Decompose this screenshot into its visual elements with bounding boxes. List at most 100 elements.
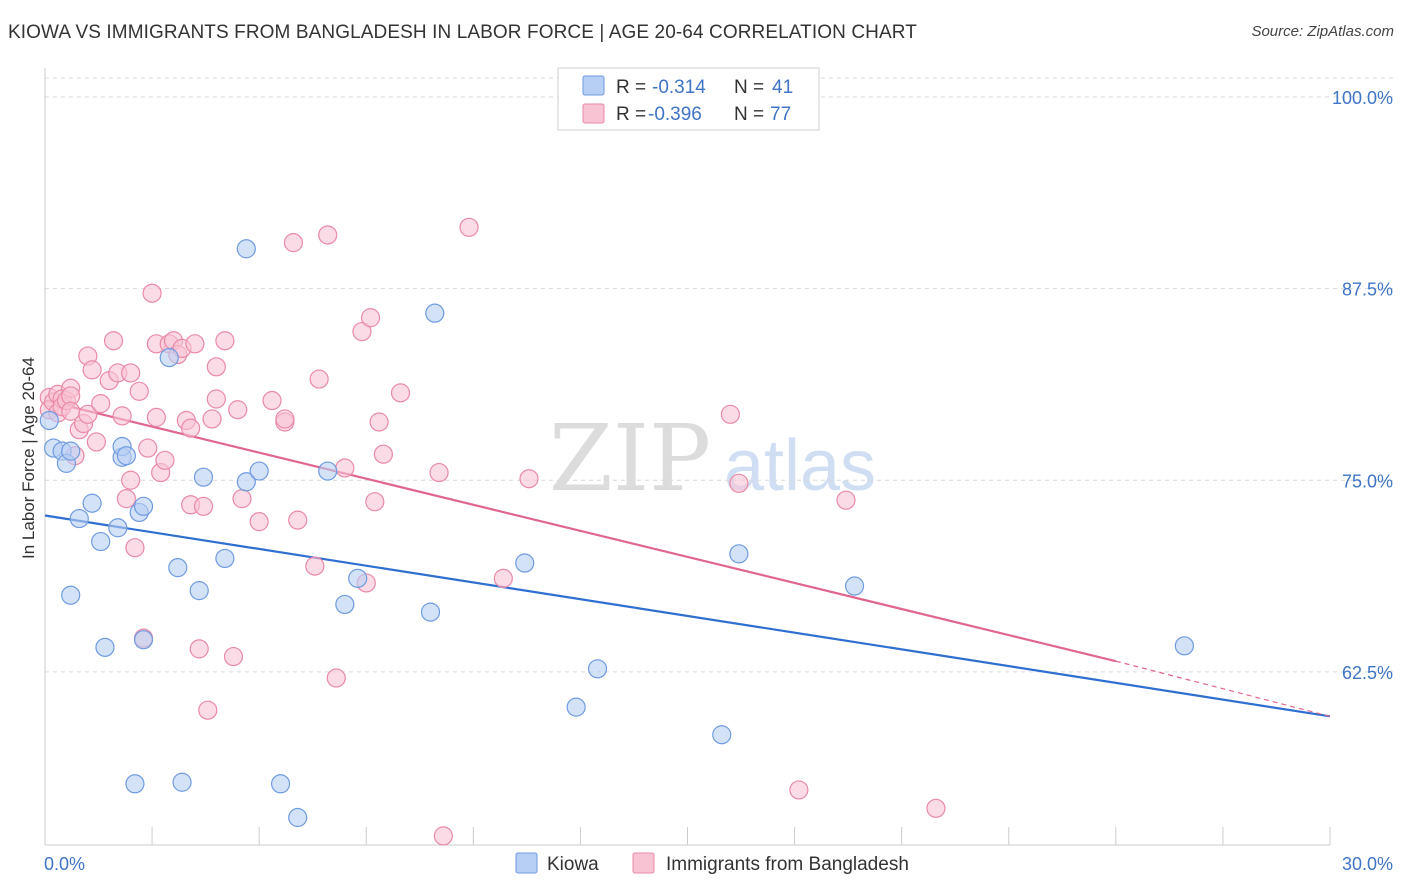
bangladesh-point xyxy=(836,490,856,510)
bangladesh-point xyxy=(121,363,141,383)
bangladesh-point xyxy=(232,489,252,509)
bangladesh-point xyxy=(720,404,740,424)
bangladesh-point xyxy=(369,412,389,432)
kiowa-point xyxy=(1174,636,1194,656)
bangladesh-point xyxy=(223,646,244,667)
kiowa-point xyxy=(159,348,179,368)
bangladesh-point xyxy=(335,458,355,478)
bangladesh-point xyxy=(112,406,132,426)
bangladesh-point xyxy=(318,225,338,245)
bottom-legend-kiowa: Kiowa xyxy=(547,854,599,875)
bottom-legend-swatch-bangladesh xyxy=(632,852,655,874)
kiowa-point xyxy=(61,585,81,605)
bangladesh-point xyxy=(262,390,282,411)
chart-source: Source: ZipAtlas.com xyxy=(1251,23,1394,40)
x-tick-label: 0.0% xyxy=(44,854,85,874)
bangladesh-point xyxy=(202,409,222,429)
kiowa-point xyxy=(189,581,209,601)
legend-r-value-2: -0.396 xyxy=(648,104,702,125)
bangladesh-point xyxy=(789,780,809,800)
gridlines xyxy=(45,77,1393,673)
kiowa-point xyxy=(712,725,732,745)
bangladesh-point xyxy=(198,700,218,720)
bottom-legend: Kiowa Immigrants from Bangladesh xyxy=(515,852,909,875)
bangladesh-point xyxy=(206,389,226,409)
legend-swatch-kiowa xyxy=(582,75,605,96)
legend-swatch-bangladesh xyxy=(582,103,605,124)
kiowa-point xyxy=(108,518,128,538)
kiowa-point xyxy=(318,461,338,481)
bottom-legend-bangladesh: Immigrants from Bangladesh xyxy=(666,854,909,875)
bangladesh-point xyxy=(155,450,175,470)
kiowa-point xyxy=(348,568,368,588)
y-axis-label: In Labor Force | Age 20-64 xyxy=(19,357,38,559)
legend-n-value-1: 41 xyxy=(772,77,793,98)
kiowa-point xyxy=(844,576,865,596)
kiowa-point xyxy=(69,508,89,529)
y-tick-label: 100.0% xyxy=(1332,88,1393,108)
kiowa-point xyxy=(215,548,235,569)
kiowa-point xyxy=(125,774,145,794)
bangladesh-point xyxy=(82,360,102,380)
legend-n-label-1: N = xyxy=(734,77,764,98)
legend-r-label-1: R = xyxy=(616,77,646,98)
kiowa-trend-line xyxy=(44,514,1331,718)
bangladesh-point xyxy=(189,639,209,659)
bangladesh-point xyxy=(228,400,248,420)
bangladesh-point xyxy=(493,568,513,588)
bangladesh-point xyxy=(519,469,539,489)
bangladesh-point xyxy=(926,798,946,818)
bangladesh-point xyxy=(86,432,107,452)
bangladesh-point xyxy=(103,331,124,351)
kiowa-point xyxy=(566,697,586,717)
kiowa-point xyxy=(236,472,256,492)
bangladesh-point xyxy=(373,444,393,464)
tick-labels: 100.0% 87.5% 75.0% 62.5% 0.0% 30.0% xyxy=(44,88,1393,874)
kiowa-point xyxy=(249,461,269,481)
bangladesh-point xyxy=(121,470,141,490)
axes xyxy=(44,68,1331,846)
kiowa-point xyxy=(95,637,115,657)
bangladesh-point xyxy=(185,334,205,354)
x-tick-label: 30.0% xyxy=(1342,854,1393,874)
bangladesh-point xyxy=(433,826,453,846)
legend-n-value-2: 77 xyxy=(770,104,791,125)
y-tick-label: 62.5% xyxy=(1342,663,1393,683)
bangladesh-point xyxy=(729,473,749,493)
kiowa-point xyxy=(82,493,102,513)
kiowa-point xyxy=(193,467,214,487)
legend-r-label-2: R = xyxy=(616,104,646,125)
bangladesh-point xyxy=(91,394,111,414)
bangladesh-point xyxy=(138,438,158,458)
bangladesh-point xyxy=(125,538,145,558)
kiowa-point xyxy=(133,496,154,516)
kiowa-point xyxy=(270,774,291,794)
legend: R = -0.314 N = 41 R = -0.396 N = 77 xyxy=(557,67,820,131)
kiowa-point xyxy=(133,630,154,650)
bangladesh-point xyxy=(146,407,166,427)
bangladesh-point xyxy=(309,369,329,389)
kiowa-point xyxy=(729,544,749,564)
trend-lines xyxy=(44,399,1331,718)
bangladesh-point xyxy=(249,512,269,532)
chart-title: KIOWA VS IMMIGRANTS FROM BANGLADESH IN L… xyxy=(8,22,917,43)
kiowa-point xyxy=(420,602,441,622)
bangladesh-point xyxy=(429,462,449,483)
bangladesh-point xyxy=(275,409,295,429)
bangladesh-point xyxy=(326,668,346,688)
bangladesh-point xyxy=(459,217,479,237)
watermark: ZIP atlas xyxy=(549,405,876,512)
y-tick-label: 75.0% xyxy=(1342,471,1393,491)
bangladesh-point xyxy=(116,489,136,509)
bangladesh-point xyxy=(78,404,98,424)
bangladesh-point xyxy=(142,283,162,303)
kiowa-point xyxy=(288,807,308,828)
bangladesh-point xyxy=(390,383,411,403)
legend-n-label-2: N = xyxy=(734,104,764,125)
bangladesh-point xyxy=(360,308,381,328)
kiowa-point xyxy=(515,553,535,573)
kiowa-point xyxy=(425,303,445,323)
bangladesh-point xyxy=(215,331,235,351)
bangladesh-point xyxy=(181,418,201,438)
